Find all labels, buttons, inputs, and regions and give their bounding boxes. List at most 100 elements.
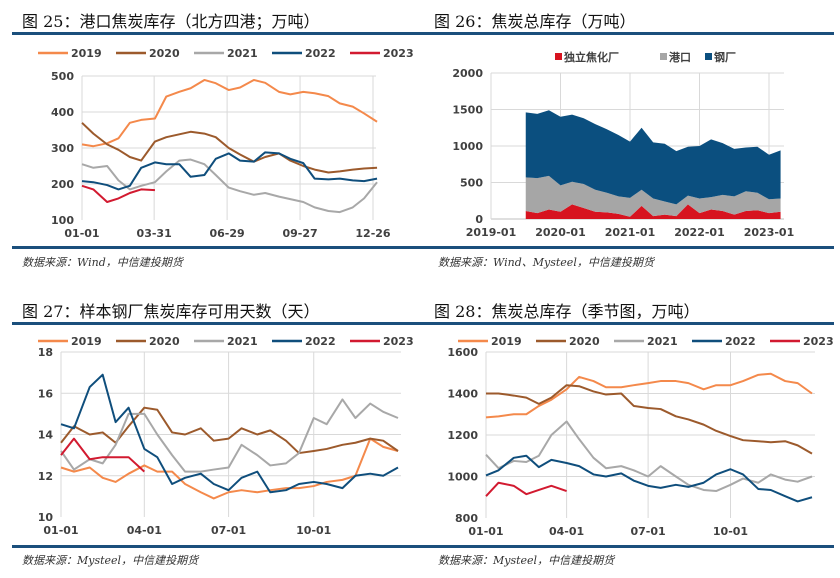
chart-27: 10 12 14 16 18 01-01 04-01 07-01 10-01 2019 2020 20…	[38, 335, 414, 537]
legend-label: 2021	[227, 47, 258, 60]
line-series-2023	[60, 437, 146, 473]
y-tick-label: 14	[38, 429, 54, 442]
chart-title: 图 27：样本钢厂焦炭库存可用天数（天）	[22, 302, 320, 321]
legend-label: 2020	[569, 335, 600, 348]
x-tick-label: 2023-01	[744, 226, 795, 239]
x-tick-label: 06-29	[210, 227, 245, 240]
legend-swatch	[660, 53, 667, 60]
legend-label: 2023	[383, 47, 414, 60]
line-series-2020	[60, 406, 399, 455]
legend-label: 2019	[71, 47, 102, 60]
legend-label: 2021	[227, 335, 258, 348]
chart-panel-28: 图 28：焦炭总库存（季节图，万吨） 800 1000 1200 1400 1600 01…	[420, 290, 840, 578]
legend-label: 2020	[149, 335, 180, 348]
y-tick-label: 10	[38, 511, 54, 524]
chart-26: 0 500 1000 1500 2000 2019-01 2020-01 2021-01 202…	[452, 50, 795, 239]
y-tick-label: 1000	[452, 140, 483, 153]
x-tick-label: 03-31	[137, 227, 172, 240]
divider	[12, 322, 420, 325]
x-tick-label: 01-01	[43, 524, 78, 537]
line-series-2019	[81, 78, 378, 148]
legend-label: 2019	[491, 335, 522, 348]
line-series-2021	[60, 398, 399, 473]
legend-label: 港口	[669, 50, 691, 64]
y-tick-label: 300	[51, 142, 74, 155]
divider	[420, 322, 834, 325]
chart-title: 图 25：港口焦炭库存（北方四港；万吨）	[22, 12, 320, 31]
legend-label: 独立焦化厂	[563, 50, 619, 64]
x-tick-label: 2019-01	[466, 226, 517, 239]
y-tick-label: 1000	[447, 471, 478, 484]
y-tick-label: 0	[475, 213, 483, 226]
x-tick-label: 2020-01	[535, 226, 586, 239]
chart-title: 图 26：焦炭总库存（万吨）	[434, 12, 636, 31]
legend-label: 钢厂	[714, 50, 736, 64]
y-tick-label: 1400	[447, 388, 478, 401]
divider	[420, 32, 834, 35]
chart-28: 800 1000 1200 1400 1600 01-01 04-01 07-01 10-01 2…	[447, 335, 834, 538]
x-tick-label: 07-01	[631, 525, 666, 538]
chart-panel-26: 图 26：焦炭总库存（万吨） 0 500 1000 1500 2000 2019-01 20…	[420, 0, 840, 288]
area-series-独立焦化厂	[525, 204, 781, 219]
y-tick-label: 400	[51, 106, 74, 119]
legend-label: 2019	[71, 335, 102, 348]
line-series-2023	[485, 481, 567, 497]
y-tick-label: 1500	[452, 104, 483, 117]
y-tick-label: 500	[51, 70, 74, 83]
chart-25: 100 200 300 400 500 01-01 03-31 06-29 09-27 12-26…	[38, 47, 414, 240]
legend-label: 2020	[149, 47, 180, 60]
chart-source: 数据来源：Wind、Mysteel，中信建投期货	[438, 256, 654, 269]
y-tick-label: 16	[38, 387, 54, 400]
legend-label: 2022	[305, 47, 336, 60]
line-series-2021	[81, 158, 378, 214]
x-tick-label: 10-01	[296, 524, 331, 537]
y-tick-label: 500	[460, 177, 483, 190]
divider	[12, 545, 420, 548]
divider	[420, 246, 834, 249]
line-series-2022	[60, 373, 399, 494]
x-tick-label: 04-01	[549, 525, 584, 538]
legend-label: 2023	[803, 335, 834, 348]
x-tick-label: 12-26	[355, 227, 391, 240]
line-series-2022	[485, 454, 813, 503]
y-tick-label: 1600	[447, 346, 478, 359]
line-series-2023	[81, 184, 156, 203]
y-tick-label: 12	[38, 470, 53, 483]
divider	[12, 246, 420, 249]
line-series-2021	[485, 420, 813, 493]
chart-source: 数据来源：Wind，中信建投期货	[22, 256, 183, 269]
line-series-2022	[81, 151, 378, 191]
line-series-2019	[60, 437, 399, 500]
y-tick-label: 1200	[447, 429, 478, 442]
legend-label: 2022	[725, 335, 756, 348]
x-tick-label: 01-01	[64, 227, 99, 240]
x-tick-label: 2021-01	[605, 226, 656, 239]
x-tick-label: 09-27	[282, 227, 317, 240]
legend-label: 2022	[305, 335, 336, 348]
y-tick-label: 18	[38, 346, 53, 359]
chart-panel-25: 图 25：港口焦炭库存（北方四港；万吨） 100 200 300 400 500 01-0…	[0, 0, 420, 288]
legend-label: 2021	[647, 335, 678, 348]
line-series-2019	[485, 372, 813, 419]
chart-source: 数据来源：Mysteel，中信建投期货	[438, 554, 615, 567]
legend-swatch	[555, 53, 562, 60]
chart-title: 图 28：焦炭总库存（季节图，万吨）	[434, 302, 700, 321]
legend-label: 2023	[383, 335, 414, 348]
y-tick-label: 100	[51, 214, 74, 227]
x-tick-label: 2022-01	[674, 226, 725, 239]
chart-source: 数据来源：Mysteel，中信建投期货	[22, 554, 199, 567]
x-tick-label: 07-01	[211, 524, 246, 537]
line-series-2020	[81, 122, 378, 174]
chart-panel-27: 图 27：样本钢厂焦炭库存可用天数（天） 10 12 14 16 18 01-01 04-0…	[0, 290, 420, 578]
line-series-2020	[486, 384, 813, 455]
divider	[420, 545, 834, 548]
x-tick-label: 04-01	[127, 524, 162, 537]
area-series-钢厂	[525, 110, 781, 205]
y-tick-label: 200	[51, 178, 74, 191]
x-tick-label: 10-01	[713, 525, 748, 538]
legend-swatch	[705, 53, 712, 60]
y-tick-label: 800	[455, 512, 478, 525]
y-tick-label: 2000	[452, 67, 483, 80]
divider	[12, 32, 420, 35]
x-tick-label: 01-01	[468, 525, 503, 538]
